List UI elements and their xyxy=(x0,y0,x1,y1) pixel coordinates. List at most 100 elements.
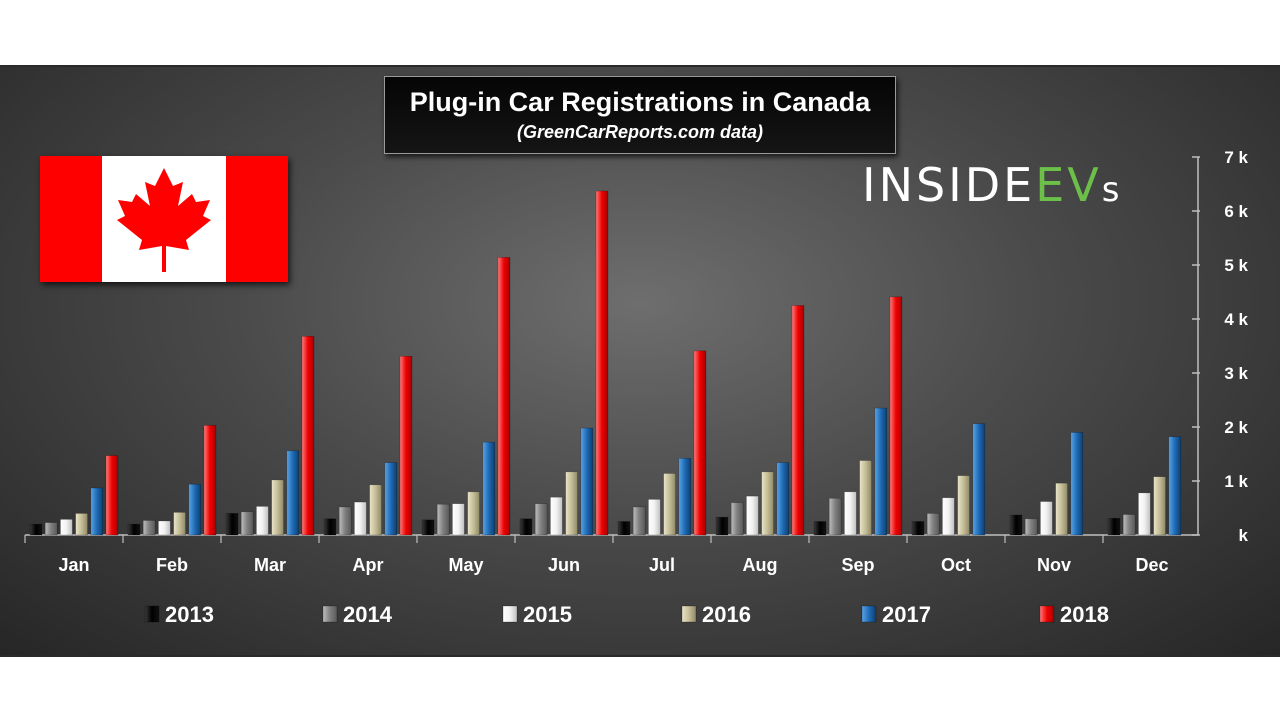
bar-2018-apr xyxy=(399,355,413,536)
bar-2017-jan xyxy=(90,487,104,536)
x-tick-label: Apr xyxy=(353,555,384,575)
bar-2015-jul xyxy=(648,499,661,536)
bar-2015-mar xyxy=(256,506,269,536)
x-tick-label: Nov xyxy=(1037,555,1071,575)
bar-2014-mar xyxy=(240,511,254,536)
canada-flag-icon xyxy=(40,156,288,282)
x-tick-label: Sep xyxy=(841,555,874,575)
bar-2015-aug xyxy=(746,495,759,536)
bar-2015-apr xyxy=(354,501,367,536)
bar-2015-nov xyxy=(1040,501,1053,536)
bar-2016-apr xyxy=(369,484,382,536)
legend-label-2018: 2018 xyxy=(1060,602,1109,627)
bar-2015-sep xyxy=(844,491,857,536)
bar-2017-nov xyxy=(1070,432,1084,536)
bar-2016-jul xyxy=(663,473,676,536)
bar-2016-may xyxy=(467,491,480,536)
x-tick-label: Dec xyxy=(1135,555,1168,575)
y-tick-label: 3 k xyxy=(1224,364,1248,383)
bar-2013-may xyxy=(421,519,435,536)
bar-2015-feb xyxy=(158,520,171,536)
y-tick-label: 5 k xyxy=(1224,256,1248,275)
x-tick-label: Jan xyxy=(58,555,89,575)
x-tick-label: Feb xyxy=(156,555,188,575)
bar-2015-oct xyxy=(942,497,955,536)
bar-2018-may xyxy=(497,257,511,536)
legend-label-2015: 2015 xyxy=(523,602,572,627)
bar-2016-sep xyxy=(859,460,872,536)
bar-2015-dec xyxy=(1138,492,1151,536)
bar-2013-aug xyxy=(715,516,729,536)
bar-2017-jun xyxy=(580,427,594,536)
y-tick-label: 4 k xyxy=(1224,310,1248,329)
bar-2014-jun xyxy=(534,503,548,536)
bar-2013-jul xyxy=(617,521,631,536)
x-tick-label: Jun xyxy=(548,555,580,575)
y-tick-label: 6 k xyxy=(1224,202,1248,221)
y-tick-label: 7 k xyxy=(1224,148,1248,167)
bar-2014-jul xyxy=(632,506,646,536)
x-tick-label: Oct xyxy=(941,555,971,575)
bar-2013-jun xyxy=(519,518,533,536)
bar-2013-dec xyxy=(1107,517,1121,536)
logo-part-inside: INSIDE xyxy=(862,158,1036,212)
y-tick-label: 2 k xyxy=(1224,418,1248,437)
bar-2015-jan xyxy=(60,519,73,536)
bar-2014-dec xyxy=(1122,514,1136,536)
x-tick-label: May xyxy=(448,555,483,575)
bar-2016-aug xyxy=(761,471,774,536)
bar-2014-oct xyxy=(926,513,940,536)
bar-2014-aug xyxy=(730,502,744,536)
bar-2016-dec xyxy=(1153,476,1166,536)
bar-2013-nov xyxy=(1009,514,1023,536)
bar-2017-mar xyxy=(286,450,300,536)
y-tick-label: 1 k xyxy=(1224,472,1248,491)
bar-2017-feb xyxy=(188,483,202,536)
legend-swatch-2014 xyxy=(322,605,338,623)
bar-2016-oct xyxy=(957,475,970,536)
bar-2013-sep xyxy=(813,521,827,536)
chart-title-box: Plug-in Car Registrations in Canada (Gre… xyxy=(384,76,896,154)
bar-2014-sep xyxy=(828,497,842,536)
y-tick-label: k xyxy=(1239,526,1249,545)
bar-2013-oct xyxy=(911,521,925,536)
x-tick-label: Aug xyxy=(743,555,778,575)
legend-label-2014: 2014 xyxy=(343,602,393,627)
bar-2017-jul xyxy=(678,458,692,536)
logo-part-s: s xyxy=(1101,170,1123,210)
bar-2018-aug xyxy=(791,305,805,536)
bar-2018-sep xyxy=(889,296,903,536)
bar-2014-apr xyxy=(338,506,352,536)
chart-title: Plug-in Car Registrations in Canada xyxy=(409,87,871,117)
legend-swatch-2018 xyxy=(1039,605,1055,623)
bar-2013-mar xyxy=(225,513,239,536)
bar-2018-jan xyxy=(105,455,119,536)
bar-2017-sep xyxy=(874,407,888,536)
legend-label-2016: 2016 xyxy=(702,602,751,627)
x-tick-label: Jul xyxy=(649,555,675,575)
bar-2014-nov xyxy=(1024,518,1038,536)
legend-label-2013: 2013 xyxy=(165,602,214,627)
bar-2017-apr xyxy=(384,462,398,536)
bar-2015-may xyxy=(452,503,465,536)
legend-swatch-2017 xyxy=(861,605,877,623)
bar-2018-feb xyxy=(203,425,217,536)
bar-2018-mar xyxy=(301,335,315,536)
x-tick-label: Mar xyxy=(254,555,286,575)
bar-2013-jan xyxy=(29,523,43,536)
bar-2013-feb xyxy=(127,523,141,536)
bar-2018-jun xyxy=(595,190,609,536)
bar-2014-may xyxy=(436,503,450,536)
bar-2016-jun xyxy=(565,471,578,536)
insideevs-logo: INSIDEEVs xyxy=(862,160,1123,215)
bar-2017-dec xyxy=(1168,436,1182,536)
bar-2017-may xyxy=(482,441,496,536)
bar-2016-jan xyxy=(75,513,88,536)
legend-swatch-2013 xyxy=(144,605,160,623)
bar-2015-jun xyxy=(550,496,563,536)
bar-2017-aug xyxy=(776,462,790,536)
chart-subtitle: (GreenCarReports.com data) xyxy=(516,122,764,142)
legend-label-2017: 2017 xyxy=(882,602,931,627)
bar-2013-apr xyxy=(323,518,337,536)
